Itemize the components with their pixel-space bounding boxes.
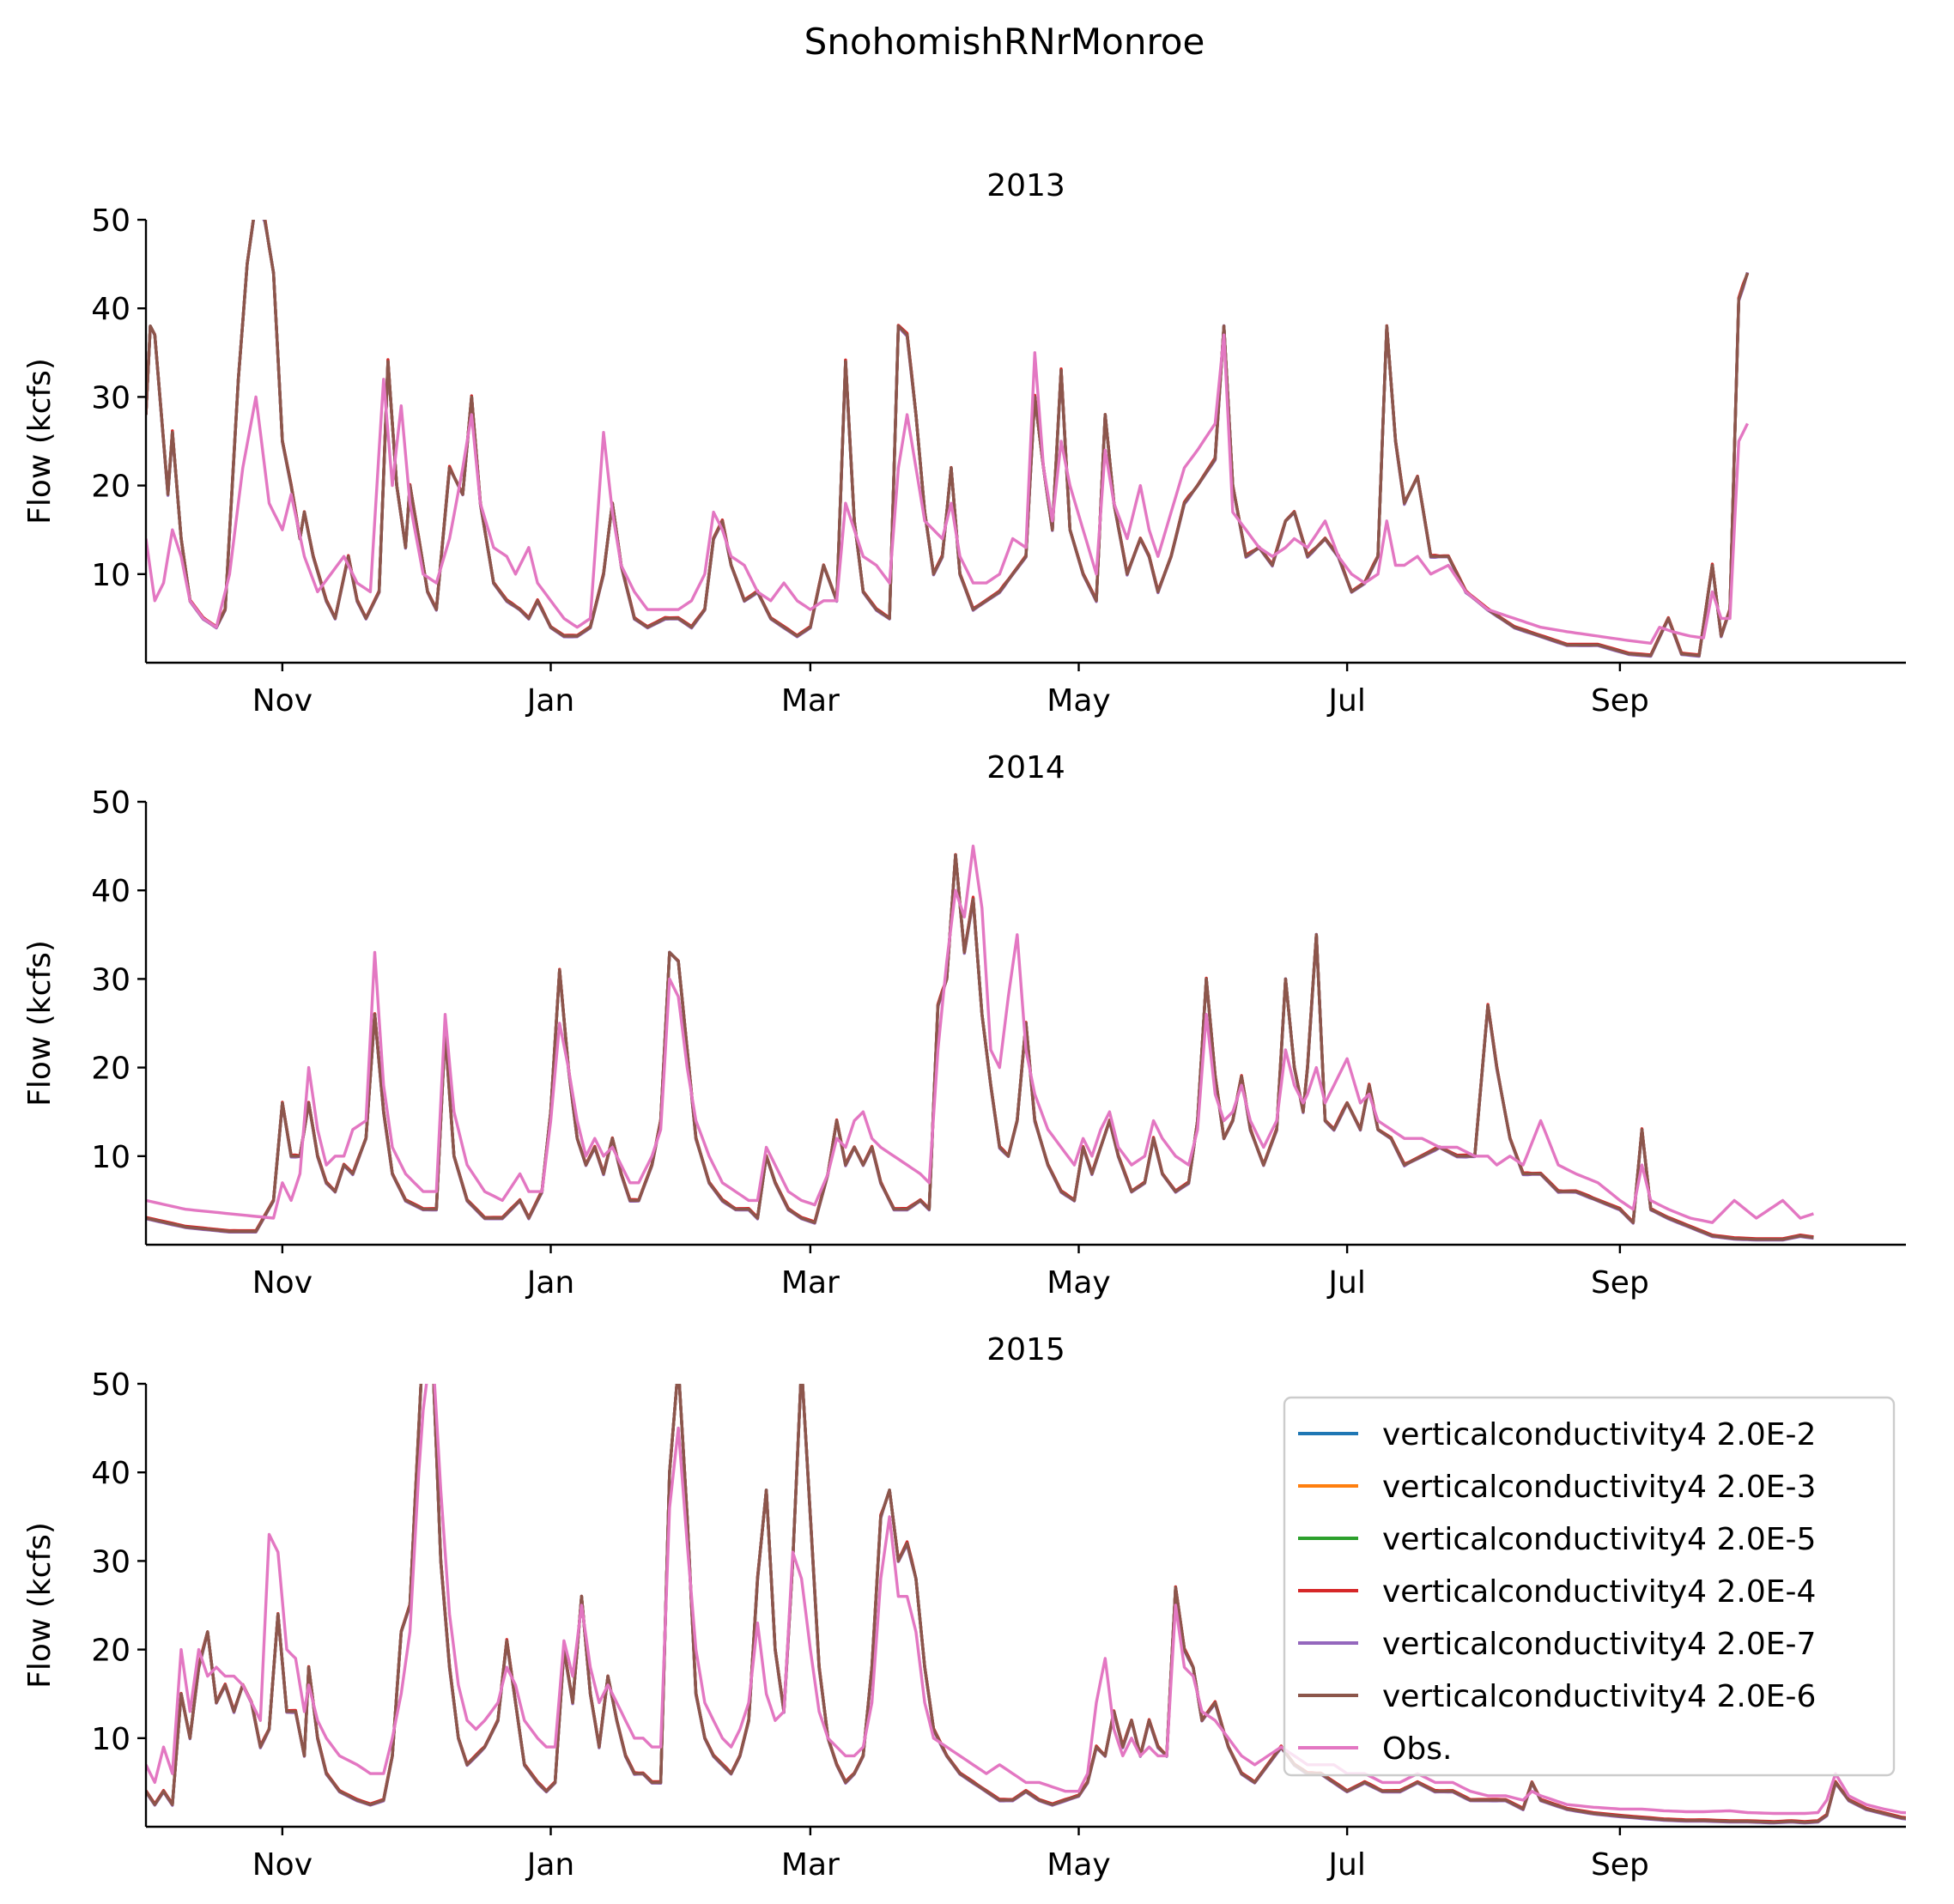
y-axis-label: Flow (kcfs) [22,940,58,1107]
series-lines [146,1384,1906,1825]
series-line-obs [146,844,1814,1224]
y-tick-label: 50 [91,785,130,821]
x-tick-label: Nov [252,1265,313,1301]
legend-label: verticalconductivity4 2.0E-2 [1382,1417,1816,1452]
x-tick-label: Jul [1326,683,1365,719]
x-tick-label: Jan [525,1265,575,1301]
y-tick-label: 30 [91,962,130,997]
x-tick-label: May [1047,683,1110,719]
x-tick-label: Sep [1591,683,1649,719]
legend-label: Obs. [1382,1731,1452,1767]
legend: verticalconductivity4 2.0E-2 verticalcond… [1283,1396,1896,1777]
y-tick-label: 20 [91,1634,130,1669]
series-lines [146,844,1814,1242]
x-tick-label: Jan [525,683,575,719]
y-tick-label: 30 [91,380,130,415]
x-tick-label: Mar [781,683,840,719]
y-tick-label: 10 [91,558,130,593]
y-tick-label: 10 [91,1140,130,1175]
y-tick-label: 50 [91,1367,130,1403]
series-line-obs [146,333,1750,645]
series-lines [146,220,1750,658]
series-line-6 [146,220,1750,658]
legend-label: verticalconductivity4 2.0E-3 [1382,1470,1816,1505]
y-tick-label: 40 [91,874,130,909]
x-tick-label: May [1047,1847,1110,1883]
legend-label: verticalconductivity4 2.0E-6 [1382,1679,1816,1714]
x-tick-label: Nov [252,683,313,719]
legend-label: verticalconductivity4 2.0E-4 [1382,1574,1816,1610]
series-line-6 [146,853,1814,1241]
legend-frame [1283,1396,1896,1777]
x-tick-label: Jul [1326,1265,1365,1301]
panel-title: 2015 [986,1332,1065,1367]
y-tick-label: 40 [91,292,130,327]
x-tick-label: Jul [1326,1847,1365,1883]
figure-title: SnohomishRNrMonroe [804,21,1205,63]
panel-2015: 2015 Flow (kcfs) 10 20 30 40 50 Nov Jan Mar May Jul… [22,1332,1906,1883]
panel-2014: 2014 Flow (kcfs) 10 20 30 40 50 Nov Jan Mar May Jul… [22,750,1906,1301]
y-tick-label: 20 [91,470,130,505]
panel-2013: 2013 Flow (kcfs) 10 20 30 40 50 Nov Jan Mar May Jul… [22,168,1906,719]
y-axis-label: Flow (kcfs) [22,1522,58,1689]
y-tick-label: 50 [91,203,130,239]
series-line-obs [146,1384,1906,1816]
y-tick-label: 30 [91,1544,130,1580]
y-axis-label: Flow (kcfs) [22,358,58,525]
x-tick-label: May [1047,1265,1110,1301]
legend-label: verticalconductivity4 2.0E-7 [1382,1627,1816,1662]
x-tick-label: Sep [1591,1847,1649,1883]
y-tick-label: 20 [91,1052,130,1087]
panels: 2013 Flow (kcfs) 10 20 30 40 50 Nov Jan Mar May Jul… [22,168,1906,1883]
x-tick-label: Nov [252,1847,313,1883]
series-line-6 [146,1384,1906,1824]
panel-title: 2014 [986,750,1065,785]
y-tick-label: 40 [91,1456,130,1491]
y-tick-label: 10 [91,1722,130,1757]
x-tick-label: Jan [525,1847,575,1883]
panel-title: 2013 [986,168,1065,203]
x-tick-label: Mar [781,1847,840,1883]
legend-label: verticalconductivity4 2.0E-5 [1382,1522,1816,1557]
x-tick-label: Sep [1591,1265,1649,1301]
x-tick-label: Mar [781,1265,840,1301]
